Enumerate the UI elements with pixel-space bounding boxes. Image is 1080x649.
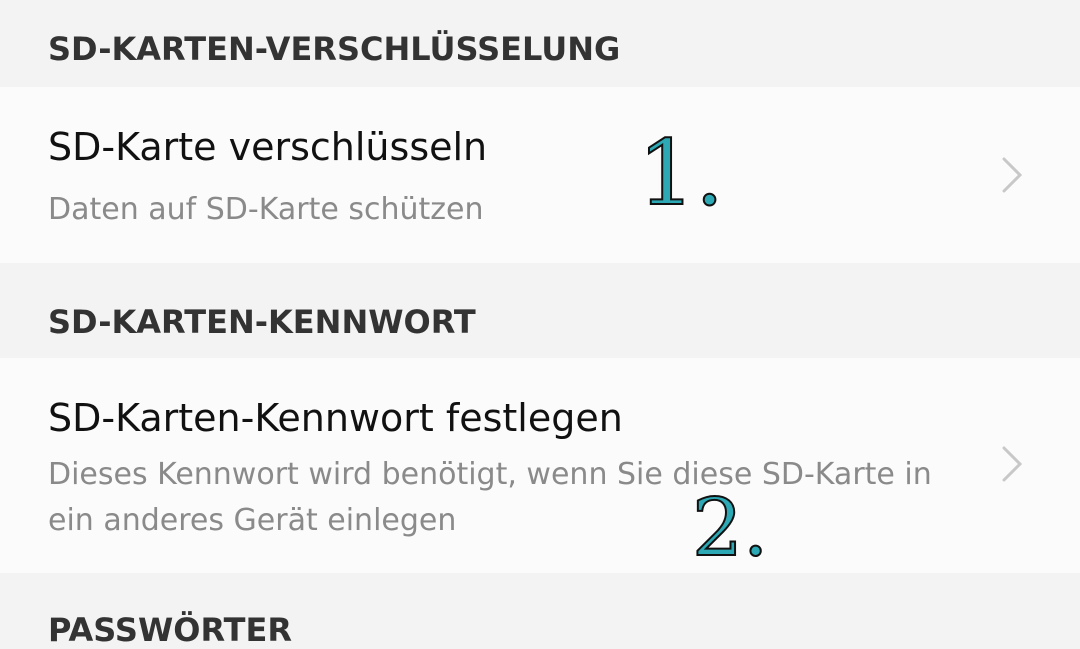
annotation-number: 2. xyxy=(691,481,769,574)
item-title: SD-Karten-Kennwort festlegen xyxy=(48,396,623,440)
section-header-sd-encryption: SD-KARTEN-VERSCHLÜSSELUNG xyxy=(0,0,1080,87)
section-header-label: PASSWÖRTER xyxy=(48,611,292,649)
section-header-label: SD-KARTEN-KENNWORT xyxy=(48,303,476,341)
chevron-right-icon xyxy=(1002,157,1023,193)
section-header-sd-password: SD-KARTEN-KENNWORT xyxy=(0,263,1080,358)
list-item-set-sd-password[interactable]: SD-Karten-Kennwort festlegen Dieses Kenn… xyxy=(0,358,1080,573)
item-subtitle: Daten auf SD-Karte schützen xyxy=(48,192,484,227)
chevron-right-icon xyxy=(1002,446,1023,482)
item-subtitle: Dieses Kennwort wird benötigt, wenn Sie … xyxy=(48,457,932,538)
item-title: SD-Karte verschlüsseln xyxy=(48,125,488,169)
annotation-number: 1. xyxy=(637,121,725,226)
list-item-encrypt-sd-card[interactable]: SD-Karte verschlüsseln Daten auf SD-Kart… xyxy=(0,87,1080,263)
section-header-label: SD-KARTEN-VERSCHLÜSSELUNG xyxy=(48,30,621,68)
section-header-passwords: PASSWÖRTER xyxy=(0,573,1080,649)
